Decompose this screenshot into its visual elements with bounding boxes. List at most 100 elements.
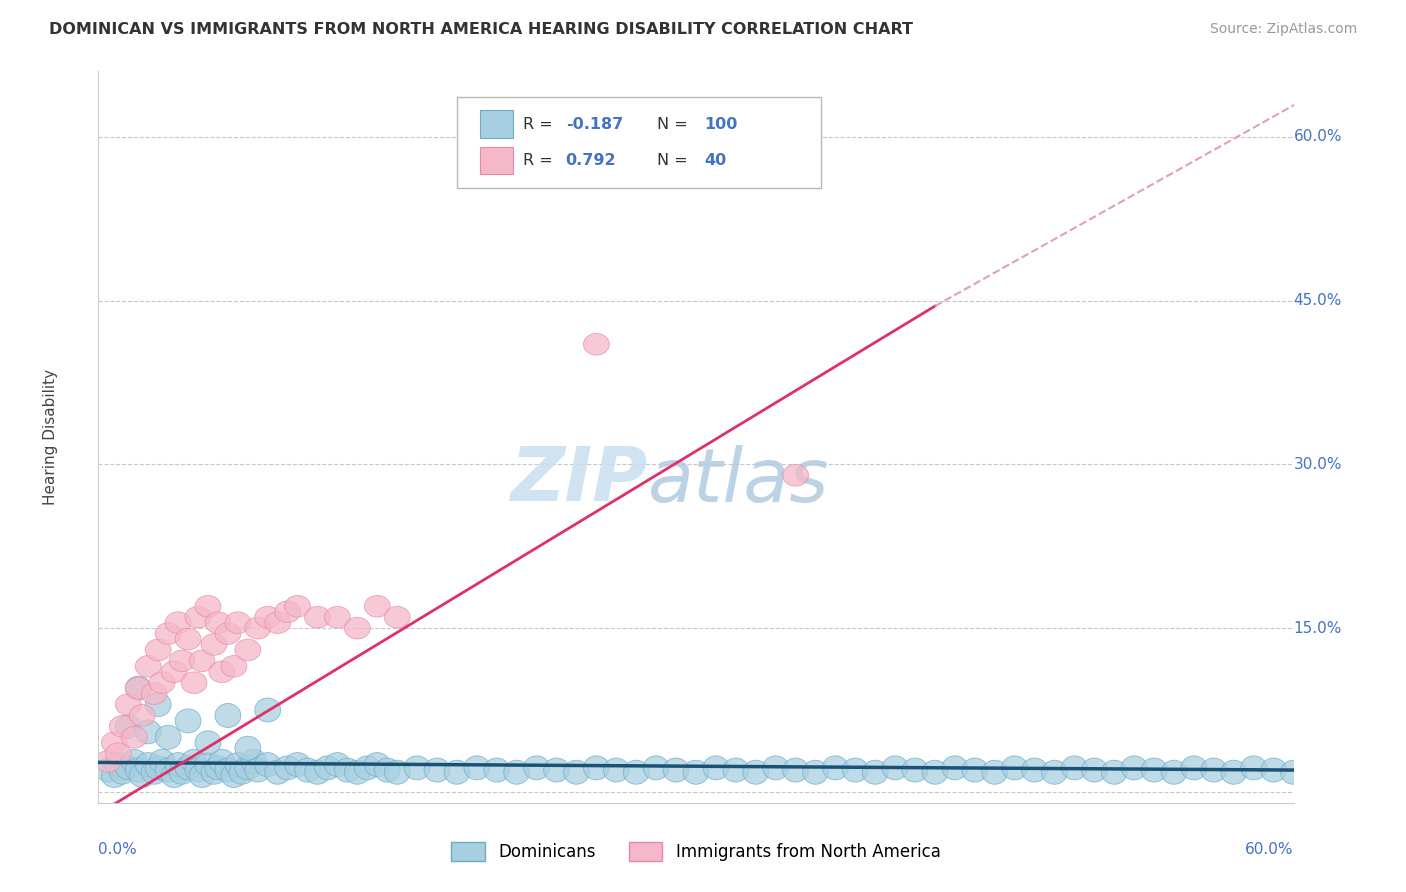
Ellipse shape — [101, 732, 128, 754]
Ellipse shape — [1062, 756, 1087, 780]
Text: atlas: atlas — [648, 445, 830, 517]
Ellipse shape — [404, 756, 430, 780]
Ellipse shape — [962, 758, 988, 782]
Ellipse shape — [882, 756, 908, 780]
Text: 30.0%: 30.0% — [1294, 457, 1341, 472]
Text: ZIP: ZIP — [510, 444, 648, 517]
Ellipse shape — [344, 617, 370, 639]
Ellipse shape — [1161, 760, 1187, 784]
Ellipse shape — [1281, 760, 1306, 784]
Ellipse shape — [723, 758, 749, 782]
Ellipse shape — [165, 612, 191, 633]
Ellipse shape — [205, 612, 231, 633]
Ellipse shape — [523, 756, 550, 780]
Text: 60.0%: 60.0% — [1294, 129, 1341, 145]
Ellipse shape — [444, 760, 470, 784]
Ellipse shape — [141, 760, 167, 784]
Ellipse shape — [1001, 756, 1028, 780]
Ellipse shape — [245, 758, 271, 782]
Ellipse shape — [110, 760, 135, 784]
Ellipse shape — [165, 753, 191, 777]
Ellipse shape — [235, 640, 260, 661]
Ellipse shape — [903, 758, 928, 782]
Text: R =: R = — [523, 153, 558, 168]
Ellipse shape — [225, 753, 250, 777]
Ellipse shape — [564, 760, 589, 784]
Text: DOMINICAN VS IMMIGRANTS FROM NORTH AMERICA HEARING DISABILITY CORRELATION CHART: DOMINICAN VS IMMIGRANTS FROM NORTH AMERI… — [49, 22, 914, 37]
Text: Source: ZipAtlas.com: Source: ZipAtlas.com — [1209, 22, 1357, 37]
Ellipse shape — [240, 749, 267, 773]
Ellipse shape — [484, 758, 510, 782]
Ellipse shape — [264, 612, 291, 633]
Ellipse shape — [121, 726, 148, 748]
Ellipse shape — [215, 623, 240, 644]
Ellipse shape — [315, 756, 340, 780]
Ellipse shape — [101, 764, 128, 788]
Ellipse shape — [254, 698, 281, 722]
Text: 45.0%: 45.0% — [1294, 293, 1341, 308]
Ellipse shape — [1261, 758, 1286, 782]
Text: 0.792: 0.792 — [565, 153, 616, 168]
Ellipse shape — [503, 760, 530, 784]
Ellipse shape — [105, 753, 131, 777]
Ellipse shape — [186, 607, 211, 628]
Ellipse shape — [1081, 758, 1108, 782]
Ellipse shape — [188, 650, 215, 672]
FancyBboxPatch shape — [479, 146, 513, 175]
Ellipse shape — [603, 758, 630, 782]
Ellipse shape — [295, 758, 321, 782]
Ellipse shape — [121, 749, 148, 773]
Ellipse shape — [364, 596, 391, 617]
Ellipse shape — [115, 714, 141, 739]
Ellipse shape — [201, 760, 226, 784]
Ellipse shape — [1220, 760, 1247, 784]
Ellipse shape — [783, 758, 808, 782]
Ellipse shape — [176, 756, 201, 780]
Ellipse shape — [803, 760, 828, 784]
Ellipse shape — [325, 607, 350, 628]
Ellipse shape — [229, 760, 254, 784]
Ellipse shape — [235, 736, 260, 760]
Ellipse shape — [209, 749, 235, 773]
Ellipse shape — [981, 760, 1008, 784]
Ellipse shape — [181, 749, 207, 773]
Ellipse shape — [254, 607, 281, 628]
Ellipse shape — [105, 743, 131, 764]
Ellipse shape — [335, 758, 360, 782]
Ellipse shape — [922, 760, 948, 784]
Ellipse shape — [181, 672, 207, 693]
Text: N =: N = — [657, 117, 692, 131]
Ellipse shape — [201, 633, 226, 656]
Ellipse shape — [274, 601, 301, 623]
FancyBboxPatch shape — [457, 97, 821, 188]
Ellipse shape — [149, 749, 176, 773]
Ellipse shape — [141, 682, 167, 705]
Text: 15.0%: 15.0% — [1294, 621, 1341, 636]
Ellipse shape — [186, 758, 211, 782]
Ellipse shape — [583, 756, 609, 780]
Text: N =: N = — [657, 153, 692, 168]
Ellipse shape — [176, 709, 201, 733]
Ellipse shape — [254, 753, 281, 777]
Ellipse shape — [1142, 758, 1167, 782]
Ellipse shape — [135, 656, 162, 677]
Ellipse shape — [135, 753, 162, 777]
Ellipse shape — [783, 465, 808, 486]
Ellipse shape — [703, 756, 728, 780]
Ellipse shape — [209, 661, 235, 682]
Ellipse shape — [195, 596, 221, 617]
Ellipse shape — [235, 756, 260, 780]
Ellipse shape — [264, 760, 291, 784]
Text: 0.0%: 0.0% — [98, 842, 138, 856]
Ellipse shape — [623, 760, 650, 784]
Ellipse shape — [425, 758, 450, 782]
Ellipse shape — [384, 607, 411, 628]
Ellipse shape — [1022, 758, 1047, 782]
Ellipse shape — [176, 628, 201, 650]
Ellipse shape — [125, 676, 152, 700]
Ellipse shape — [135, 720, 162, 744]
Ellipse shape — [583, 334, 609, 355]
Ellipse shape — [155, 758, 181, 782]
Ellipse shape — [1240, 756, 1267, 780]
Ellipse shape — [225, 612, 250, 633]
